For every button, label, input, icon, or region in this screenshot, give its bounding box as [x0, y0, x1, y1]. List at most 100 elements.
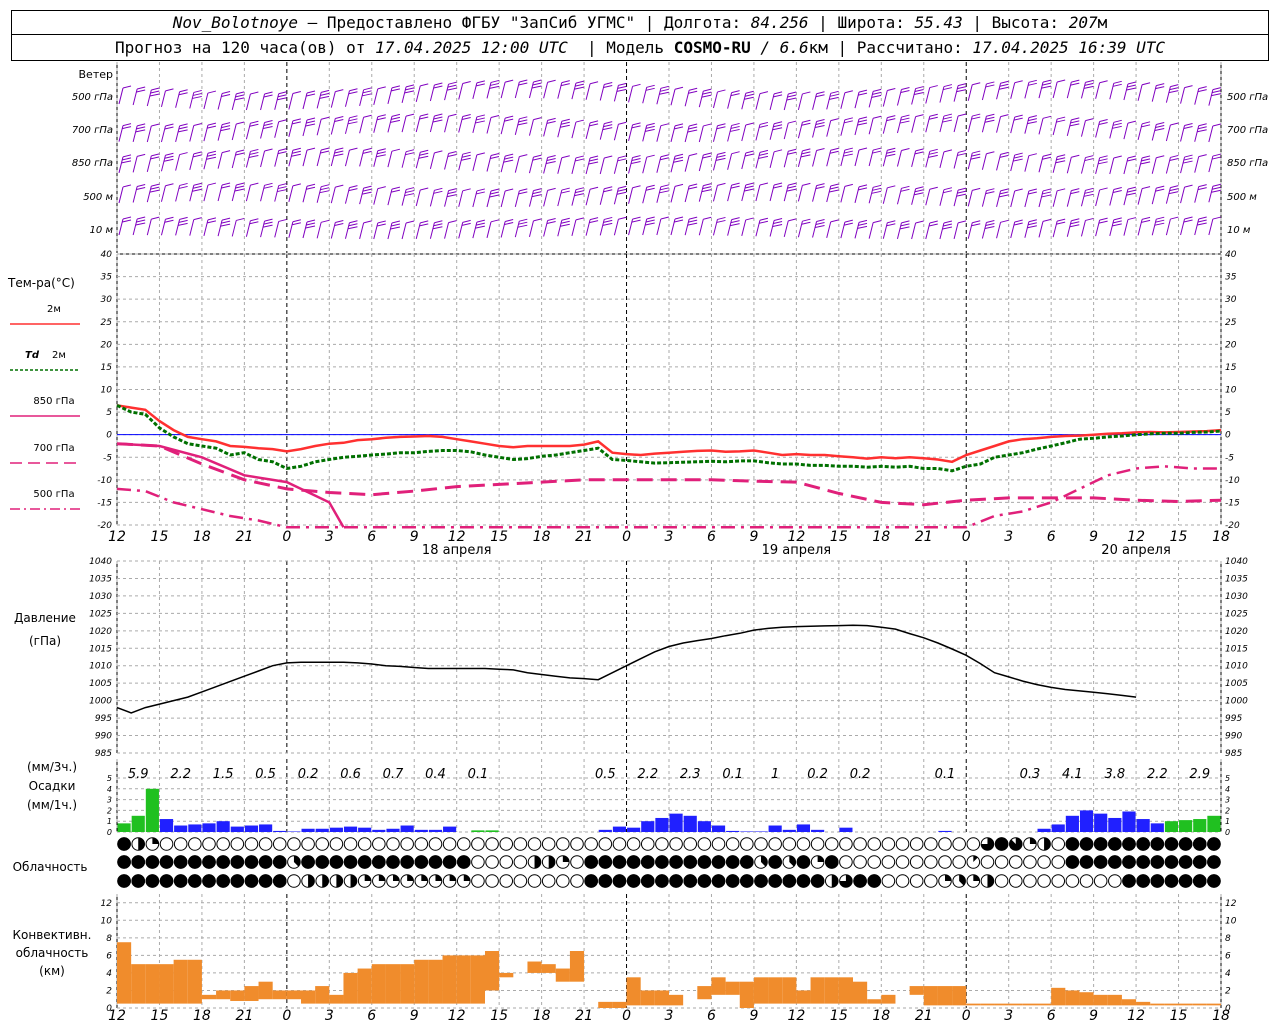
- wind-barb: [132, 156, 138, 173]
- wind-barb-feather: [915, 114, 924, 118]
- wind-barb-feather: [405, 149, 415, 153]
- wind-barb-feather: [604, 121, 613, 125]
- wind-barb-feather: [703, 152, 712, 156]
- wind-barb: [911, 88, 917, 105]
- cloud-symbol: [258, 837, 273, 851]
- cloud-symbol-fill: [626, 874, 641, 888]
- pressure-panel-ytick-left: 1030: [89, 592, 112, 602]
- temp-axis-xtick: 9: [410, 529, 419, 545]
- conv-panel-ytick-right: 8: [1225, 934, 1231, 944]
- cloud-symbol-fill: [669, 874, 683, 888]
- wind-barb-feather: [802, 218, 811, 222]
- wind-barb-feather: [1098, 161, 1108, 165]
- wind-barb: [684, 155, 690, 172]
- precip-total-label: 2.2: [637, 767, 658, 782]
- wind-barb-feather: [136, 219, 146, 223]
- wind-barb: [160, 219, 166, 236]
- cloud-symbol-fill: [697, 874, 712, 888]
- wind-barb-feather: [122, 85, 132, 89]
- wind-barb: [472, 221, 478, 239]
- wind-barb-feather: [179, 123, 188, 127]
- cloud-symbol: [527, 874, 542, 888]
- wind-barb-feather: [943, 87, 953, 91]
- wind-barb-feather: [319, 190, 330, 194]
- wind-barb-feather: [505, 153, 514, 157]
- wind-barb-feather: [546, 157, 556, 161]
- wind-barb-feather: [618, 185, 627, 189]
- wind-barb: [1137, 188, 1143, 205]
- precip-bar: [1122, 811, 1136, 832]
- precip-bar: [726, 830, 740, 832]
- wind-barb: [939, 189, 945, 206]
- wind-barb-feather: [405, 113, 415, 117]
- cloud-symbol: [202, 837, 216, 851]
- wind-barb-feather: [660, 187, 669, 191]
- cloud-symbol-fill: [315, 855, 330, 869]
- wind-barb: [288, 93, 294, 110]
- wind-barb-feather: [263, 126, 273, 130]
- wind-barb-feather: [263, 123, 273, 127]
- alt-value: 207: [1068, 13, 1098, 32]
- wind-barb-feather: [292, 90, 301, 94]
- wind-barb-feather: [292, 147, 301, 151]
- conv-axis-xtick: 18: [533, 1008, 551, 1024]
- conv-axis-xtick: 12: [1127, 1008, 1145, 1024]
- cloud-symbol-fill: [973, 874, 980, 881]
- wind-barb-feather: [1156, 155, 1165, 159]
- cloud-symbol: [1037, 874, 1051, 888]
- wind-barb: [1066, 119, 1072, 136]
- wind-barb-feather: [221, 185, 231, 189]
- wind-barb-feather: [420, 220, 429, 224]
- temp-panel-ytick-right: -15: [1225, 498, 1240, 508]
- wind-barb-feather: [292, 183, 301, 187]
- conv-bar: [1079, 992, 1094, 1006]
- precip-ytick-left: 2: [107, 806, 112, 815]
- wind-barb: [698, 125, 704, 143]
- wind-barb-feather: [1071, 117, 1080, 121]
- cloud-symbol: [442, 837, 457, 851]
- conv-bar: [1206, 1003, 1221, 1006]
- wind-barb-feather: [887, 220, 896, 224]
- cloud-symbol: [867, 855, 882, 869]
- wind-barb: [1123, 122, 1129, 140]
- wind-barb-feather: [335, 147, 344, 151]
- precip-bar: [1108, 817, 1122, 832]
- cloud-symbol: [824, 837, 839, 851]
- wind-barb: [628, 218, 634, 236]
- wind-barb-feather: [277, 189, 287, 193]
- wind-barb: [472, 82, 478, 99]
- wind-barb-feather: [149, 93, 160, 97]
- conv-panel-ytick-right: 10: [1225, 916, 1237, 926]
- cloud-symbol: [1051, 855, 1066, 869]
- wind-barb: [925, 151, 931, 168]
- precip-bar: [485, 830, 499, 832]
- wind-barb-feather: [321, 219, 330, 223]
- wind-barb-feather: [1127, 158, 1137, 162]
- wind-barb-feather: [1127, 81, 1137, 85]
- wind-barb: [203, 125, 209, 142]
- wind-barb: [1123, 157, 1129, 175]
- wind-barb-feather: [420, 83, 429, 87]
- wind-barb: [698, 219, 704, 236]
- cloud-symbol: [428, 837, 443, 851]
- pressure-panel-ytick-left: 1035: [89, 574, 112, 584]
- wind-barb: [528, 119, 534, 136]
- wind-barb-feather: [531, 194, 542, 198]
- wind-barb: [769, 184, 775, 202]
- wind-barb-feather: [1071, 79, 1080, 83]
- wind-barb-feather: [632, 83, 641, 87]
- wind-barb-feather: [1098, 158, 1108, 162]
- wind-barb-feather: [376, 223, 386, 227]
- wind-barb-feather: [815, 121, 825, 125]
- conv-axis-xtick: 12: [108, 1008, 126, 1024]
- wind-barb: [330, 222, 336, 239]
- precip-total-label: 2.2: [1147, 767, 1168, 782]
- wind-barb-feather: [277, 186, 287, 190]
- precip-bar: [655, 817, 669, 832]
- cloud-symbol-fill: [202, 874, 216, 888]
- wind-barb: [670, 186, 676, 203]
- wind-barb-feather: [475, 120, 485, 124]
- wind-barb: [642, 125, 648, 142]
- cloud-symbol-fill: [435, 874, 442, 881]
- wind-barb-feather: [731, 151, 740, 155]
